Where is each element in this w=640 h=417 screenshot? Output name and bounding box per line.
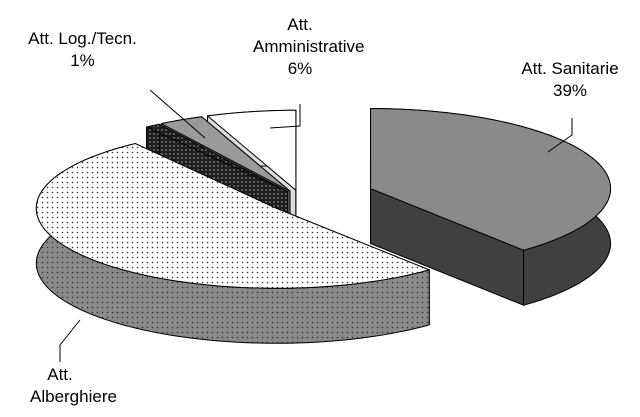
category-label: Att. Alberghiere <box>30 365 117 406</box>
slice <box>207 109 297 191</box>
value-label: 39% <box>552 81 588 100</box>
slice-label: Att. Log./Tecn. 1% <box>20 28 145 72</box>
category-label: Att. Amministrative <box>253 15 365 56</box>
leader-line <box>269 104 301 129</box>
slice <box>35 143 430 289</box>
slice-label: Att. Amministrative 6% <box>215 14 385 80</box>
slice <box>370 108 612 251</box>
slice <box>146 123 289 193</box>
value-label: 1% <box>70 51 95 70</box>
leader-line <box>149 89 206 139</box>
leader-line <box>547 118 573 153</box>
leader-line <box>59 319 81 362</box>
slice-label: Att. Alberghiere <box>10 364 117 408</box>
slice-label: Att. Sanitarie 39% <box>505 58 635 102</box>
category-label: Att. Log./Tecn. <box>28 29 137 48</box>
value-label: 6% <box>287 59 313 78</box>
category-label: Att. Sanitarie <box>521 59 619 78</box>
slice <box>160 116 291 192</box>
